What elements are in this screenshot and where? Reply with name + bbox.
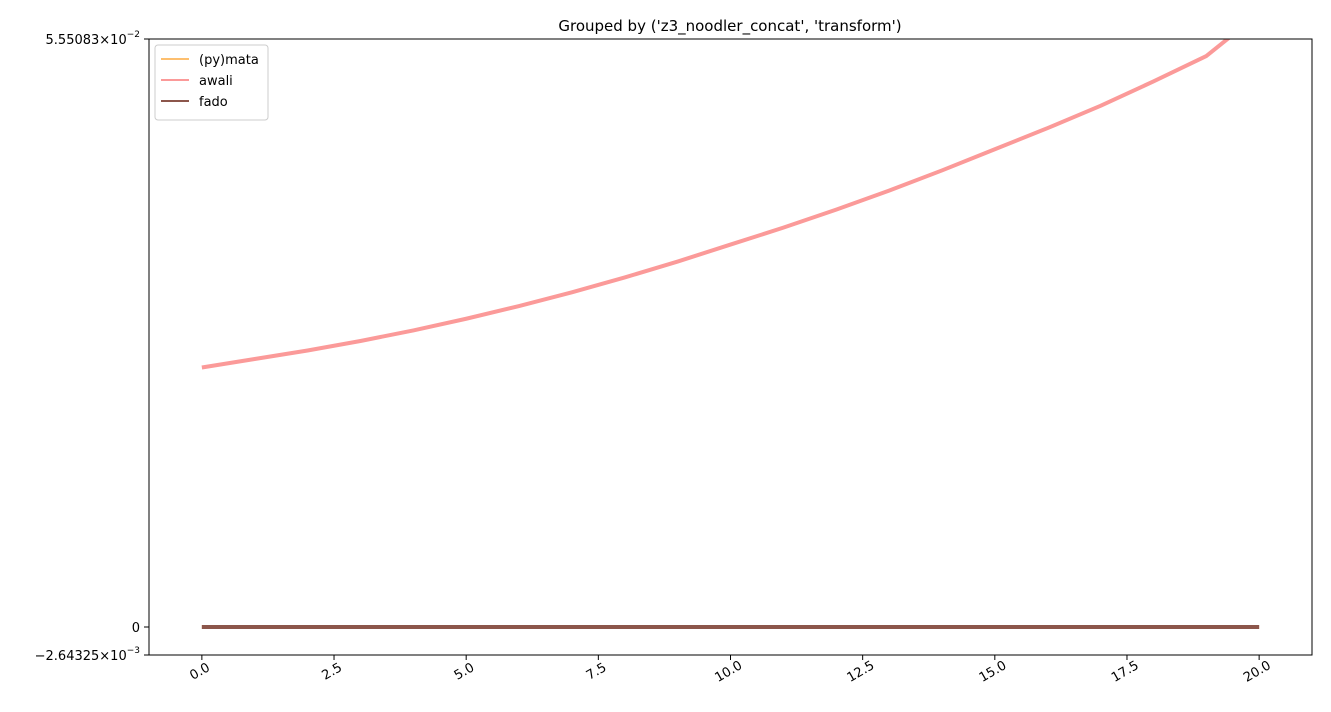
series-line-1: [201, 39, 1231, 370]
x-tick-label: 20.0: [1241, 658, 1274, 685]
x-tick-label: 7.5: [584, 660, 609, 683]
y-tick-label: −2.64325×10−3: [35, 646, 140, 664]
plot-area: [148, 38, 1313, 656]
x-tick-label: 17.5: [1109, 658, 1142, 685]
x-tick-label: 2.5: [320, 660, 345, 683]
y-tick-label: 0: [132, 621, 140, 636]
y-tick-label: 5.55083×10−2: [46, 30, 140, 48]
x-tick-label: 15.0: [977, 658, 1010, 685]
x-axis: 0.0 2.5 5.0 7.5 10.0 12.5 15.0 17.5 20.0: [187, 655, 1274, 686]
chart-title: Grouped by ('z3_noodler_concat', 'transf…: [558, 17, 901, 36]
legend-label-2: fado: [199, 95, 228, 110]
x-tick-label: 10.0: [712, 658, 745, 685]
x-tick-label: 0.0: [187, 660, 212, 683]
y-axis: 5.55083×10−2 0 −2.64325×10−3: [35, 30, 149, 664]
x-tick-label: 5.0: [452, 660, 477, 683]
legend: (py)mata awali fado: [154, 44, 269, 121]
x-tick-label: 12.5: [845, 658, 878, 685]
legend-label-0: (py)mata: [199, 53, 259, 68]
legend-label-1: awali: [199, 74, 233, 89]
